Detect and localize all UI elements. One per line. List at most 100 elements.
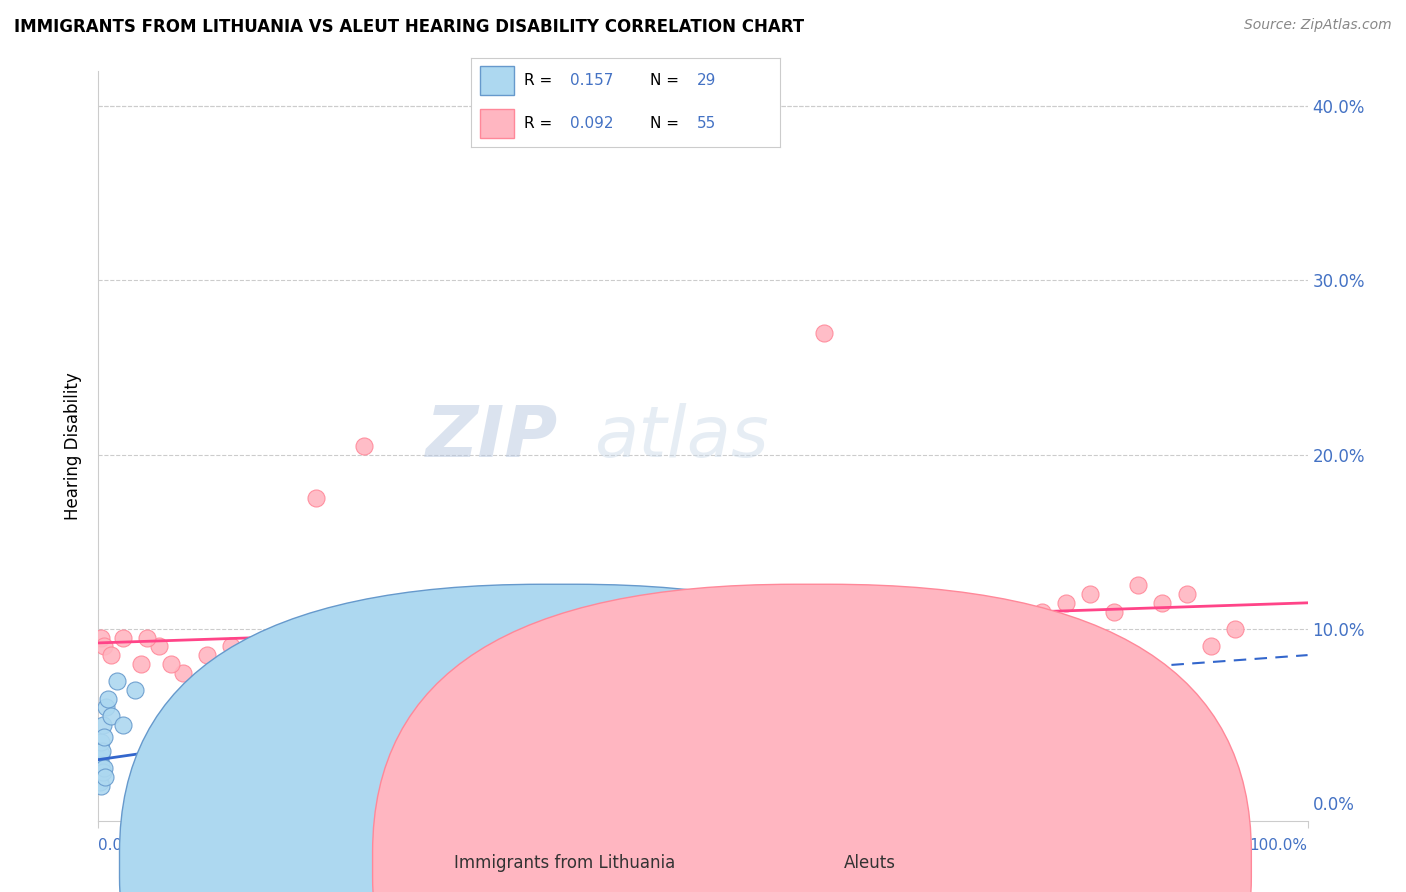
Point xyxy=(740,648,762,662)
Point xyxy=(1078,587,1101,601)
Point xyxy=(184,726,207,740)
Point xyxy=(89,753,111,767)
Point xyxy=(160,657,183,671)
Text: ZIP: ZIP xyxy=(426,403,558,472)
Point xyxy=(91,764,114,779)
Text: Source: ZipAtlas.com: Source: ZipAtlas.com xyxy=(1244,18,1392,32)
Point xyxy=(813,326,835,340)
Text: N =: N = xyxy=(651,73,685,88)
Text: 0.0%: 0.0% xyxy=(98,838,138,853)
Text: 100.0%: 100.0% xyxy=(1250,838,1308,853)
Point xyxy=(765,631,787,645)
Point xyxy=(837,640,859,654)
Text: 29: 29 xyxy=(697,73,716,88)
Point xyxy=(789,640,811,654)
Point xyxy=(377,657,399,671)
Point xyxy=(655,631,678,645)
Point xyxy=(1175,587,1198,601)
Point xyxy=(97,691,120,706)
Point xyxy=(1007,622,1029,636)
Point xyxy=(269,735,291,749)
Point xyxy=(89,761,111,775)
Point xyxy=(353,439,375,453)
Point xyxy=(450,640,472,654)
Point xyxy=(87,770,110,784)
Point xyxy=(93,730,115,744)
Y-axis label: Hearing Disability: Hearing Disability xyxy=(65,372,83,520)
Point xyxy=(910,657,932,671)
Point xyxy=(934,648,956,662)
Point xyxy=(111,631,134,645)
Point xyxy=(389,665,412,680)
Point xyxy=(281,665,304,680)
Bar xyxy=(481,109,515,138)
Point xyxy=(510,640,533,654)
Point xyxy=(752,648,775,662)
Point xyxy=(89,775,111,789)
Point xyxy=(886,648,908,662)
Point xyxy=(1223,622,1246,636)
Point xyxy=(100,648,122,662)
Point xyxy=(90,747,112,762)
Point xyxy=(571,770,593,784)
Text: atlas: atlas xyxy=(595,403,769,472)
Point xyxy=(547,657,569,671)
Point xyxy=(1199,640,1222,654)
Point xyxy=(981,613,1004,627)
Text: IMMIGRANTS FROM LITHUANIA VS ALEUT HEARING DISABILITY CORRELATION CHART: IMMIGRANTS FROM LITHUANIA VS ALEUT HEARI… xyxy=(14,18,804,36)
Point xyxy=(148,744,170,758)
Point xyxy=(232,700,254,714)
Point xyxy=(89,764,111,779)
Point xyxy=(93,640,115,654)
Point xyxy=(329,709,352,723)
Point xyxy=(90,735,112,749)
Point xyxy=(957,640,980,654)
Point xyxy=(245,657,267,671)
Text: N =: N = xyxy=(651,116,685,131)
Point xyxy=(91,744,114,758)
Point xyxy=(90,757,112,772)
Text: R =: R = xyxy=(523,73,557,88)
Point xyxy=(450,753,472,767)
Point xyxy=(1102,605,1125,619)
Point xyxy=(329,640,352,654)
Point xyxy=(413,657,436,671)
Point xyxy=(90,631,112,645)
Point xyxy=(716,640,738,654)
Point xyxy=(668,674,690,689)
Point xyxy=(195,648,218,662)
Point xyxy=(571,648,593,662)
Point xyxy=(426,640,449,654)
Text: 55: 55 xyxy=(697,116,716,131)
Point xyxy=(486,648,509,662)
Point xyxy=(94,770,117,784)
Text: Aleuts: Aleuts xyxy=(844,855,896,872)
Text: 0.092: 0.092 xyxy=(569,116,613,131)
Point xyxy=(631,605,654,619)
Point xyxy=(91,718,114,732)
Point xyxy=(1031,605,1053,619)
Bar xyxy=(481,66,515,95)
Point xyxy=(389,631,412,645)
Point xyxy=(90,779,112,793)
Point xyxy=(129,657,152,671)
Point xyxy=(595,640,617,654)
Point xyxy=(269,648,291,662)
Point xyxy=(93,761,115,775)
Point xyxy=(94,700,117,714)
Point xyxy=(692,622,714,636)
Text: 0.157: 0.157 xyxy=(569,73,613,88)
Point xyxy=(221,640,243,654)
Point xyxy=(172,665,194,680)
Point xyxy=(860,622,883,636)
Point xyxy=(124,682,146,697)
Point xyxy=(1152,596,1174,610)
Point xyxy=(111,718,134,732)
Point xyxy=(1128,578,1150,592)
Point xyxy=(100,709,122,723)
Point xyxy=(148,640,170,654)
Text: R =: R = xyxy=(523,116,557,131)
Point xyxy=(105,674,128,689)
Point xyxy=(1054,596,1077,610)
Point xyxy=(305,491,328,506)
